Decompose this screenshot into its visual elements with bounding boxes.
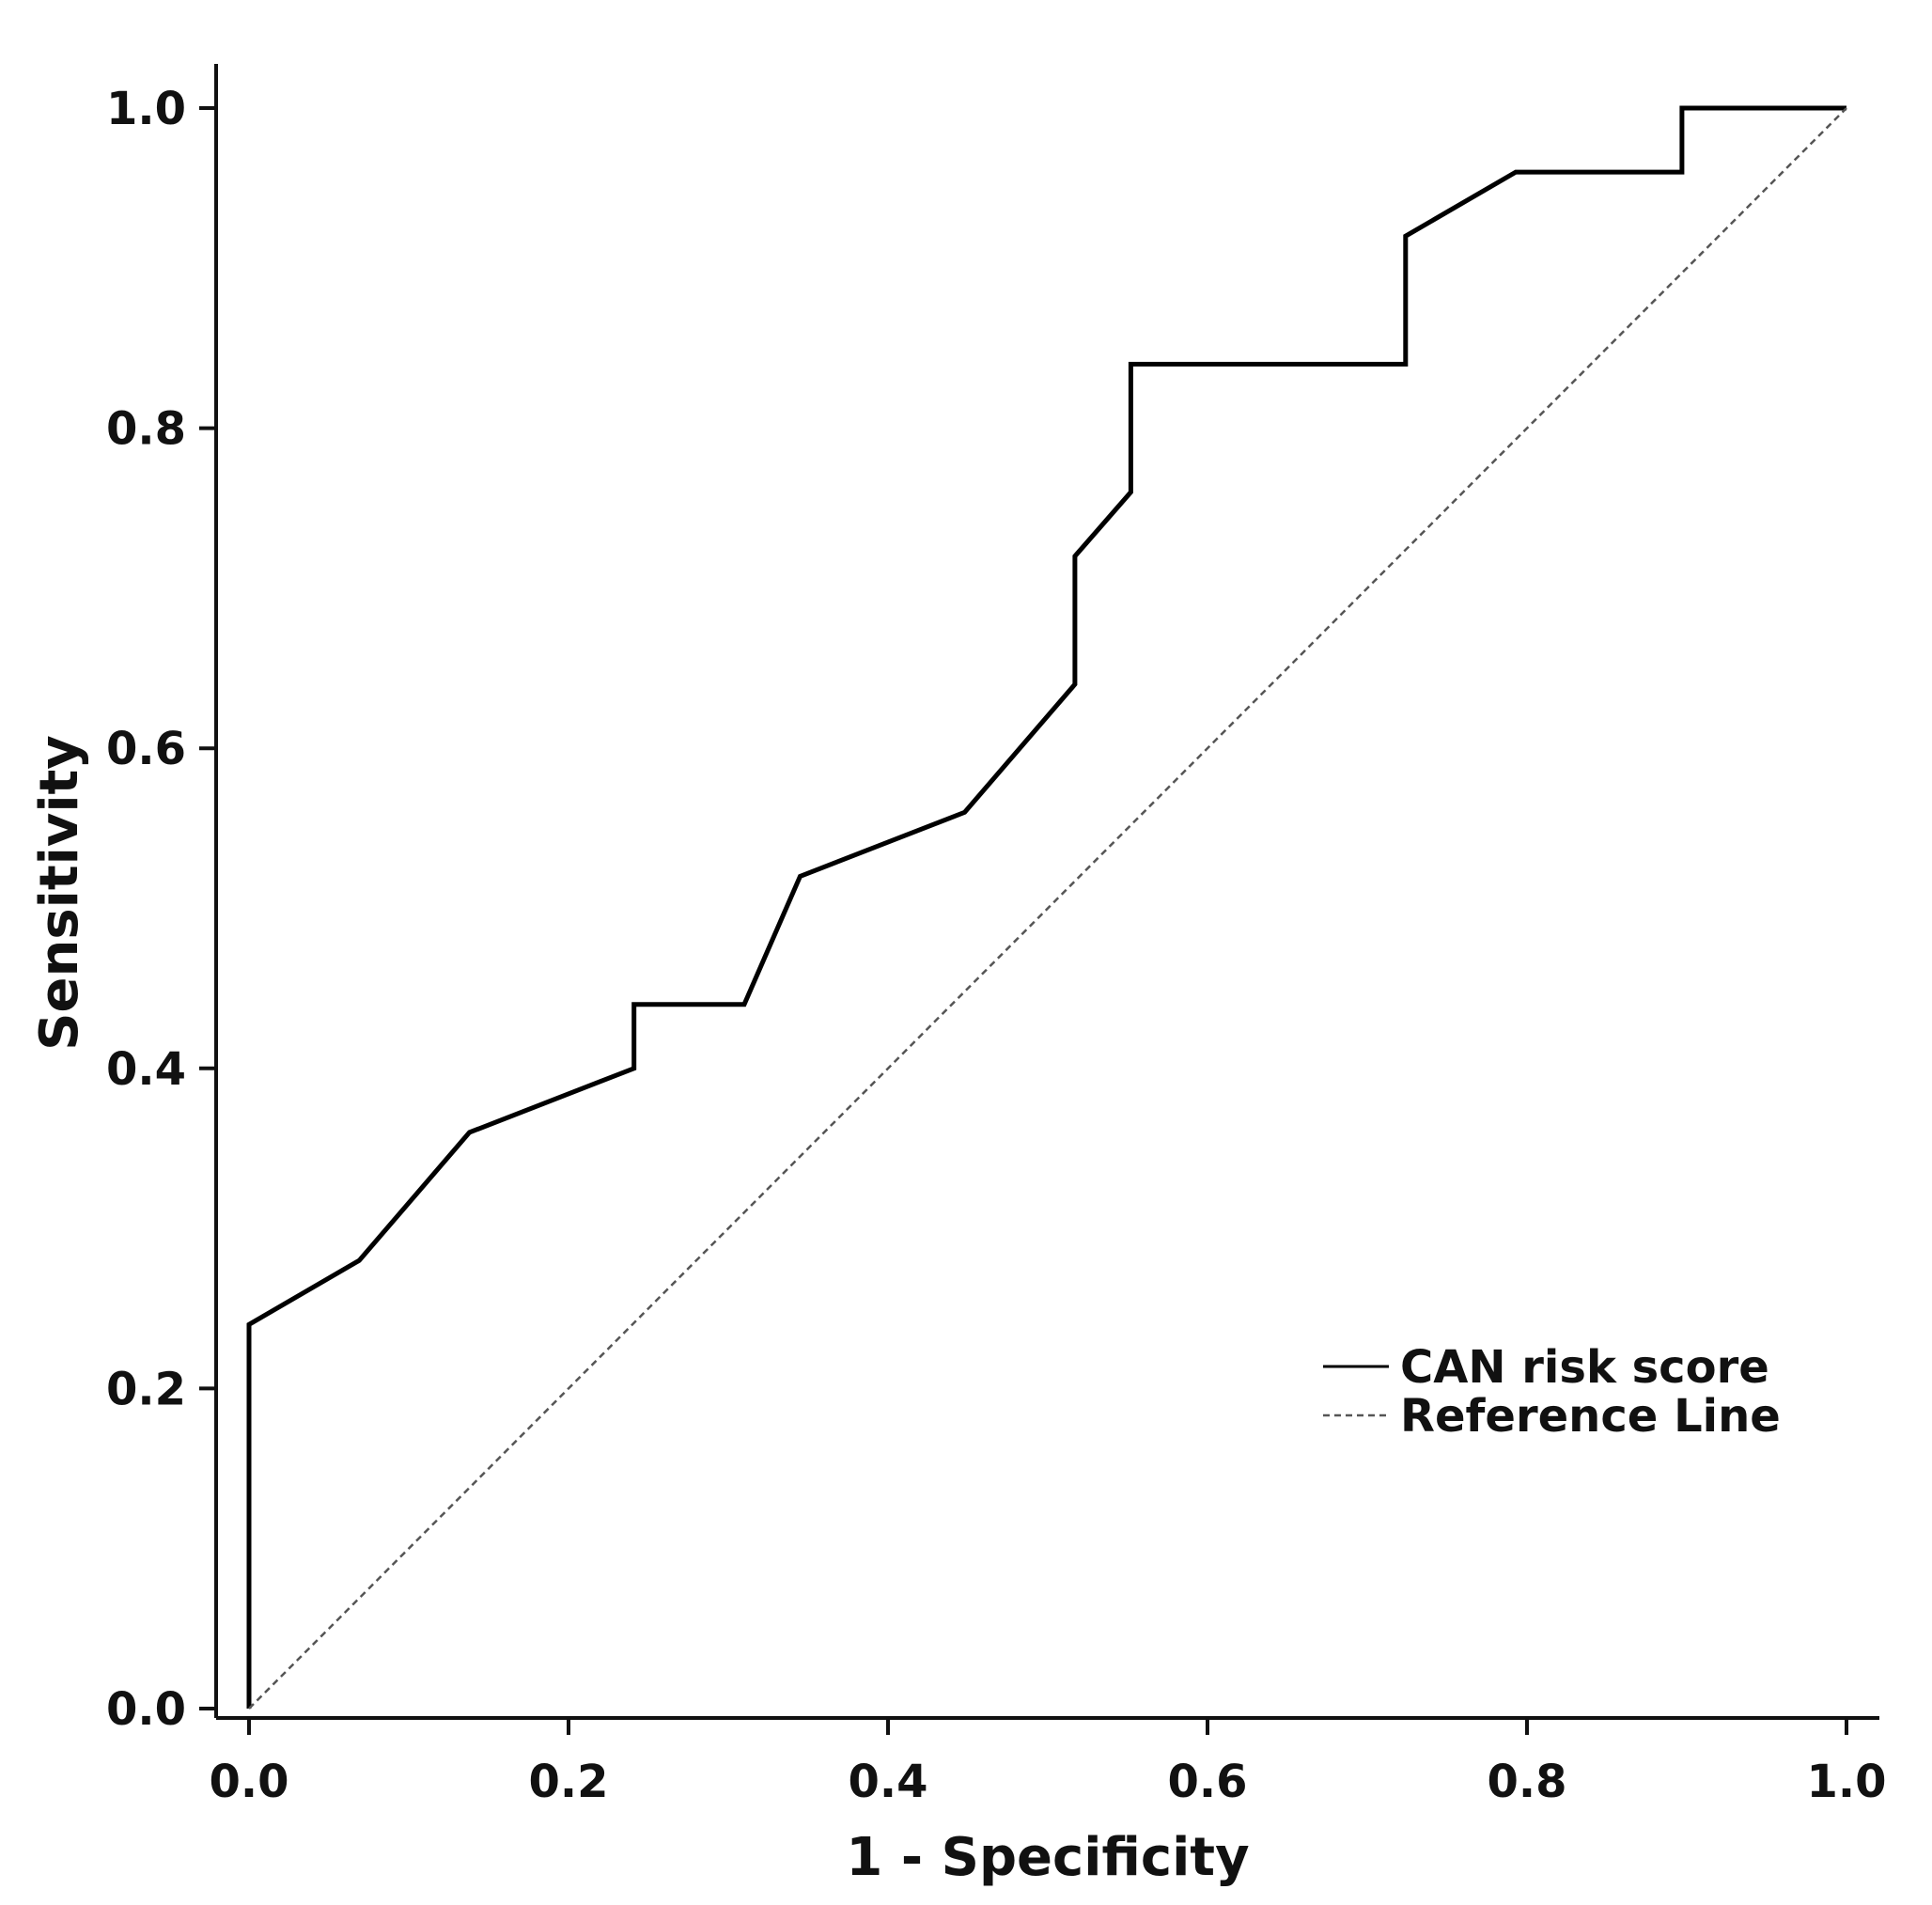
legend-label: CAN risk score	[1400, 1341, 1769, 1394]
y-tick-label: 0.8	[106, 403, 186, 456]
y-tick-label: 0.4	[106, 1043, 186, 1096]
x-tick-label: 0.4	[848, 1756, 927, 1808]
axes	[214, 64, 1879, 1720]
ticks: 0.0 0.2 0.4 0.6 0.8 1.0 0.0 0.2 0.4 0.6 0.8 1.0	[106, 83, 1887, 1808]
y-tick-label: 0.0	[106, 1683, 186, 1736]
x-tick-label: 0.2	[528, 1756, 608, 1808]
x-axis-title: 1 - Specificity	[846, 1827, 1249, 1888]
y-tick-label: 1.0	[106, 83, 186, 135]
plot-area	[246, 105, 1847, 1710]
y-tick-label: 0.2	[106, 1363, 186, 1415]
y-axis-title: Sensitivity	[29, 735, 90, 1051]
x-tick-label: 1.0	[1806, 1756, 1886, 1808]
x-tick-label: 0.0	[209, 1756, 288, 1808]
x-tick-label: 0.8	[1487, 1756, 1566, 1808]
reference-line	[248, 107, 1847, 1710]
roc-curve-line	[246, 105, 1846, 1709]
y-tick-label: 0.6	[106, 723, 186, 775]
x-tick-label: 0.6	[1167, 1756, 1247, 1808]
legend-label: Reference Line	[1400, 1390, 1781, 1443]
